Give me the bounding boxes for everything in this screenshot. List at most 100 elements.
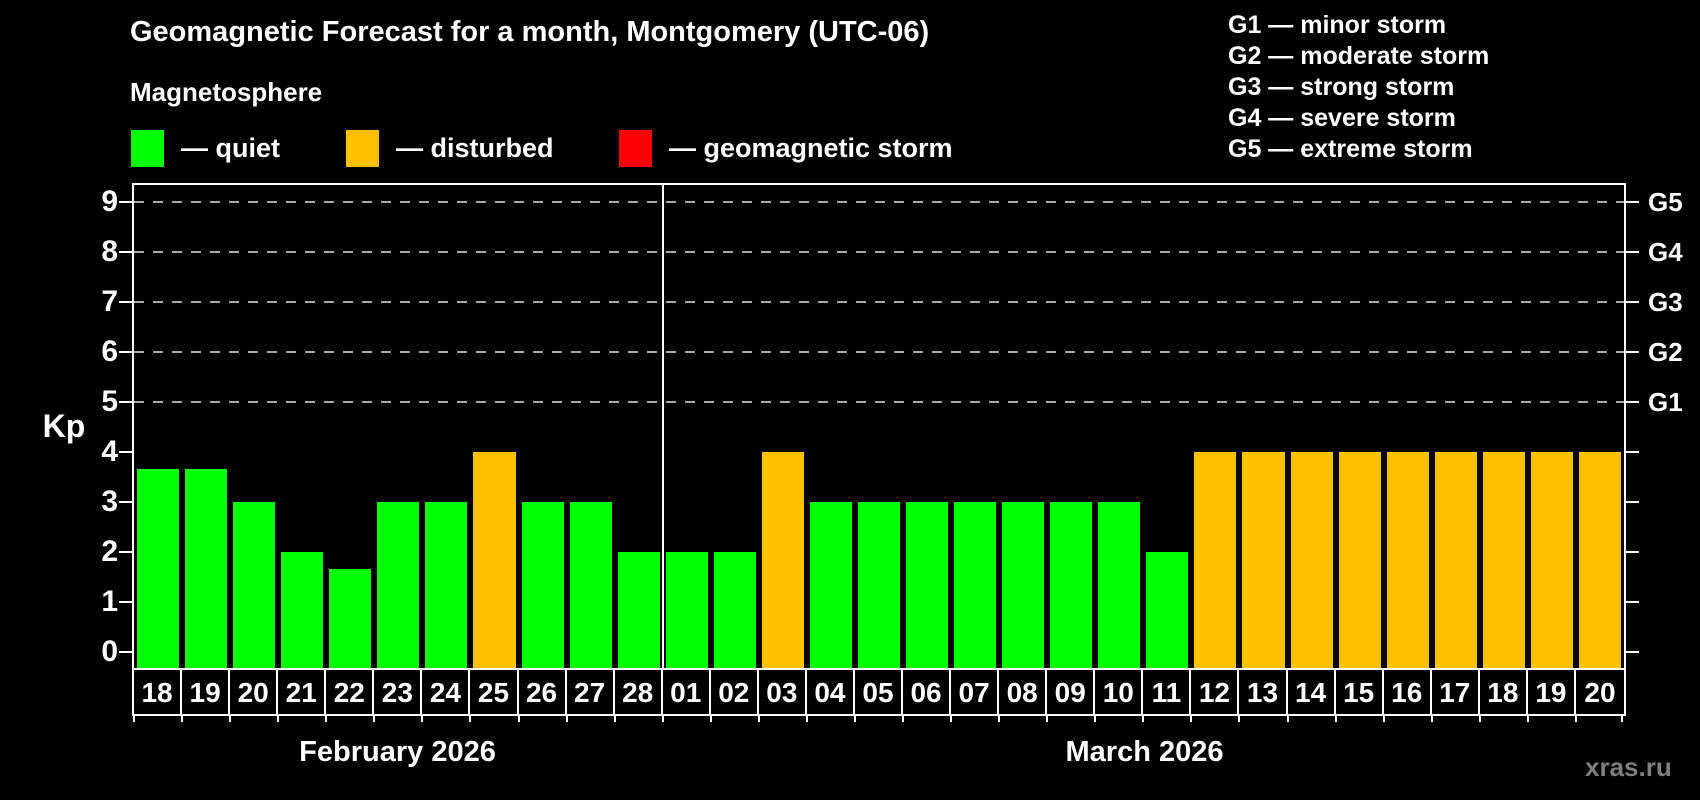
right-axis-tick xyxy=(1626,201,1639,203)
day-row-tick xyxy=(1430,716,1433,722)
day-label: 27 xyxy=(567,670,615,714)
kp-bar-day-19 xyxy=(185,468,228,668)
day-row-tick xyxy=(469,716,472,722)
quiet-color-swatch-icon xyxy=(131,130,164,167)
kp-bar-day-13 xyxy=(1242,452,1285,668)
gridline-kp6 xyxy=(134,351,1624,353)
right-axis-tick xyxy=(1626,551,1639,553)
day-row-tick xyxy=(421,716,424,722)
y-tick-label: 4 xyxy=(101,435,118,468)
g-scale-label-g3: G3 xyxy=(1648,287,1683,317)
kp-bar-day-05 xyxy=(857,502,901,668)
day-row-tick xyxy=(373,716,376,722)
left-axis-tick xyxy=(119,251,132,253)
day-label: 09 xyxy=(1047,670,1096,714)
kp-bar-day-03 xyxy=(761,452,804,668)
kp-bar-day-12 xyxy=(1194,452,1237,668)
day-label: 12 xyxy=(1191,670,1240,714)
y-tick-label: 5 xyxy=(101,385,118,418)
day-row-tick xyxy=(1334,716,1337,722)
day-label: 10 xyxy=(1095,670,1144,714)
right-axis-tick xyxy=(1626,601,1639,603)
left-axis-tick xyxy=(119,551,132,553)
day-label: 06 xyxy=(903,670,952,714)
day-row-tick xyxy=(709,716,712,722)
day-row-tick xyxy=(998,716,1001,722)
month-label-february: February 2026 xyxy=(299,736,496,768)
month-divider-line xyxy=(661,185,664,668)
left-axis-tick xyxy=(119,401,132,403)
gridline-kp8 xyxy=(134,251,1624,253)
kp-bar-day-17 xyxy=(1434,452,1477,668)
disturbed-color-swatch-icon xyxy=(346,130,379,167)
legend-label: — disturbed xyxy=(396,133,554,163)
g-scale-label-g1: G1 xyxy=(1648,387,1683,417)
y-tick-label: 8 xyxy=(101,235,118,268)
day-row-tick xyxy=(1382,716,1385,722)
day-row-tick xyxy=(661,716,664,722)
day-label: 24 xyxy=(422,670,471,714)
left-axis-tick xyxy=(119,601,132,603)
kp-bar-day-02 xyxy=(713,552,756,668)
day-label: 14 xyxy=(1288,670,1336,714)
day-label: 18 xyxy=(134,670,183,714)
kp-bar-day-07 xyxy=(954,502,997,668)
kp-bar-day-10 xyxy=(1098,502,1141,668)
g-scale-label-g2: G2 xyxy=(1648,337,1683,367)
day-row-tick xyxy=(1478,716,1481,722)
day-row-tick xyxy=(1094,716,1097,722)
kp-bar-day-04 xyxy=(809,502,852,668)
day-label: 03 xyxy=(759,670,807,714)
left-axis-tick xyxy=(119,201,132,203)
y-tick-label: 0 xyxy=(101,635,118,668)
day-row-tick xyxy=(1046,716,1049,722)
kp-bar-day-26 xyxy=(521,502,564,668)
day-row-tick xyxy=(950,716,953,722)
day-row-tick xyxy=(277,716,280,722)
gridline-kp7 xyxy=(134,301,1624,303)
kp-bar-day-09 xyxy=(1050,502,1093,668)
kp-bar-day-11 xyxy=(1146,552,1189,668)
page-title: Geomagnetic Forecast for a month, Montgo… xyxy=(130,16,930,48)
left-axis-tick xyxy=(119,351,132,353)
kp-bar-day-15 xyxy=(1338,452,1381,668)
day-row-tick xyxy=(853,716,856,722)
y-tick-label: 1 xyxy=(101,585,118,618)
day-label: 21 xyxy=(278,670,327,714)
day-row-tick xyxy=(181,716,184,722)
left-axis-tick xyxy=(119,651,132,653)
day-row-tick xyxy=(325,716,328,722)
gridline-kp9 xyxy=(134,201,1624,203)
y-tick-label: 9 xyxy=(101,185,118,218)
right-axis-tick xyxy=(1626,351,1639,353)
day-row-tick xyxy=(229,716,232,722)
kp-bar-day-16 xyxy=(1386,452,1429,668)
right-axis-tick xyxy=(1626,251,1639,253)
left-axis-tick xyxy=(119,301,132,303)
day-label: 08 xyxy=(999,670,1048,714)
kp-bar-day-20 xyxy=(233,502,276,668)
day-row-tick xyxy=(1142,716,1145,722)
legend-label: — geomagnetic storm xyxy=(669,133,953,163)
month-label-march: March 2026 xyxy=(1065,736,1224,768)
day-label: 17 xyxy=(1432,670,1480,714)
day-row-tick xyxy=(1190,716,1193,722)
right-axis-tick xyxy=(1626,451,1639,453)
day-label: 15 xyxy=(1336,670,1384,714)
legend-item-disturbed: — disturbed xyxy=(346,130,554,167)
kp-bar-day-23 xyxy=(377,502,420,668)
kp-bar-day-01 xyxy=(665,552,708,668)
kp-bar-day-18 xyxy=(1482,452,1525,668)
kp-bar-day-27 xyxy=(569,502,612,668)
g3-legend-line: G3 — strong storm xyxy=(1228,73,1455,101)
kp-bar-day-14 xyxy=(1290,452,1333,668)
day-label-row: 18 19 20 21 22 23 24 25 26 27 28 01 02 03 04 05 06 07 08 09… xyxy=(132,668,1626,722)
legend-label: — quiet xyxy=(181,133,280,163)
storm-color-swatch-icon xyxy=(619,130,652,167)
day-row-tick xyxy=(1621,716,1623,722)
day-row-tick xyxy=(902,716,905,722)
g4-legend-line: G4 — severe storm xyxy=(1228,104,1456,132)
kp-bar-day-08 xyxy=(1002,502,1045,668)
kp-bar-day-20 xyxy=(1578,452,1621,668)
kp-bar-day-24 xyxy=(425,502,468,668)
